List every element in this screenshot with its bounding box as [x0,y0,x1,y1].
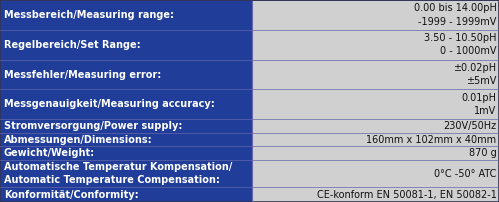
Text: Regelbereich/Set Range:: Regelbereich/Set Range: [4,40,141,50]
Bar [252,119,499,133]
Text: 3.50 - 10.50pH
0 - 1000mV: 3.50 - 10.50pH 0 - 1000mV [424,33,497,56]
Text: Messgenauigkeit/Measuring accuracy:: Messgenauigkeit/Measuring accuracy: [4,99,215,109]
Text: Messbereich/Measuring range:: Messbereich/Measuring range: [4,10,174,20]
Bar [252,0,499,30]
Text: 0°C -50° ATC: 0°C -50° ATC [434,168,497,179]
Text: CE-konform EN 50081-1, EN 50082-1: CE-konform EN 50081-1, EN 50082-1 [317,189,497,200]
Text: ±0.02pH
±5mV: ±0.02pH ±5mV [454,63,497,86]
Text: 0.01pH
1mV: 0.01pH 1mV [462,93,497,116]
Text: Automatische Temperatur Kompensation/
Automatic Temperature Compensation:: Automatische Temperatur Kompensation/ Au… [4,162,232,185]
Bar [0,146,252,160]
Text: 230V/50Hz: 230V/50Hz [444,121,497,131]
Bar [0,187,252,202]
Bar [0,119,252,133]
Bar [0,89,252,119]
Text: 870 g: 870 g [469,148,497,158]
Text: Gewicht/Weight:: Gewicht/Weight: [4,148,95,158]
Bar [0,30,252,60]
Text: Messfehler/Measuring error:: Messfehler/Measuring error: [4,69,161,80]
Bar [0,0,252,30]
Bar [252,160,499,187]
Bar [252,60,499,89]
Text: 160mm x 102mm x 40mm: 160mm x 102mm x 40mm [366,135,497,145]
Bar [0,133,252,146]
Bar [252,146,499,160]
Text: Stromversorgung/Power supply:: Stromversorgung/Power supply: [4,121,182,131]
Bar [252,89,499,119]
Bar [252,187,499,202]
Text: 0.00 bis 14.00pH
-1999 - 1999mV: 0.00 bis 14.00pH -1999 - 1999mV [414,3,497,26]
Bar [252,30,499,60]
Bar [252,133,499,146]
Bar [0,160,252,187]
Bar [0,60,252,89]
Text: Konformität/Conformity:: Konformität/Conformity: [4,189,139,200]
Text: Abmessungen/Dimensions:: Abmessungen/Dimensions: [4,135,153,145]
